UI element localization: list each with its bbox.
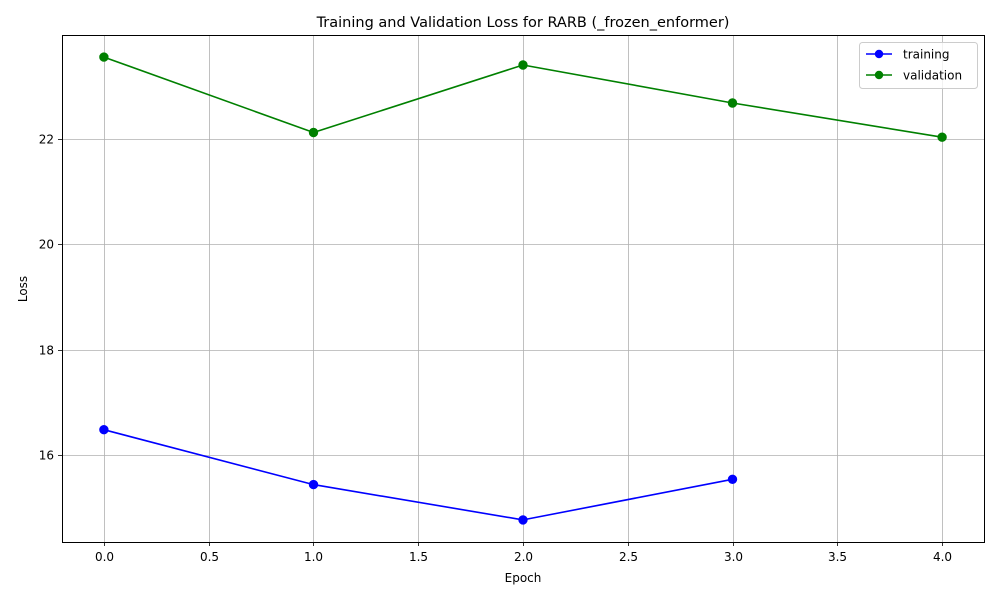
x-tick-label: 2.5 <box>619 550 638 564</box>
legend-label-training: training <box>903 48 950 62</box>
data-point-validation <box>727 98 738 108</box>
data-point-validation <box>937 132 947 142</box>
series-layer <box>99 52 947 525</box>
x-tick-label: 3.0 <box>724 550 743 564</box>
x-tick-label: 1.5 <box>409 550 428 564</box>
data-point-training <box>308 479 319 490</box>
legend-label-validation: validation <box>903 69 962 83</box>
legend-marker-validation <box>874 70 884 80</box>
grid-lines <box>62 35 984 542</box>
x-tick-label: 2.0 <box>514 550 533 564</box>
chart-title: Training and Validation Loss for RARB (_… <box>316 15 730 31</box>
legend-marker-training <box>874 49 884 59</box>
data-point-validation <box>308 127 319 138</box>
series-line-training <box>103 428 733 521</box>
x-tick-label: 4.0 <box>933 550 952 564</box>
data-point-validation <box>518 60 528 70</box>
y-tick-label: 20 <box>39 238 54 252</box>
data-point-training <box>518 515 528 525</box>
x-tick-label: 0.0 <box>95 550 114 564</box>
x-tick-label: 1.0 <box>304 550 323 564</box>
data-point-validation <box>99 52 109 62</box>
x-axis-label: Epoch <box>505 571 542 585</box>
legend: training validation <box>859 42 978 89</box>
data-point-training <box>727 474 738 484</box>
y-tick-label: 22 <box>39 133 54 147</box>
y-tick-label: 18 <box>39 344 54 358</box>
y-axis-label: Loss <box>16 276 30 302</box>
x-tick-label: 3.5 <box>828 550 847 564</box>
y-tick-label: 16 <box>39 449 54 463</box>
data-point-training <box>99 425 109 435</box>
x-tick-label: 0.5 <box>200 550 219 564</box>
axis-ticks: 0.0 0.5 1.0 1.5 2.0 2.5 3.0 3.5 4.0 16 18 20 22 <box>39 133 952 565</box>
legend-items: training validation <box>866 48 962 83</box>
